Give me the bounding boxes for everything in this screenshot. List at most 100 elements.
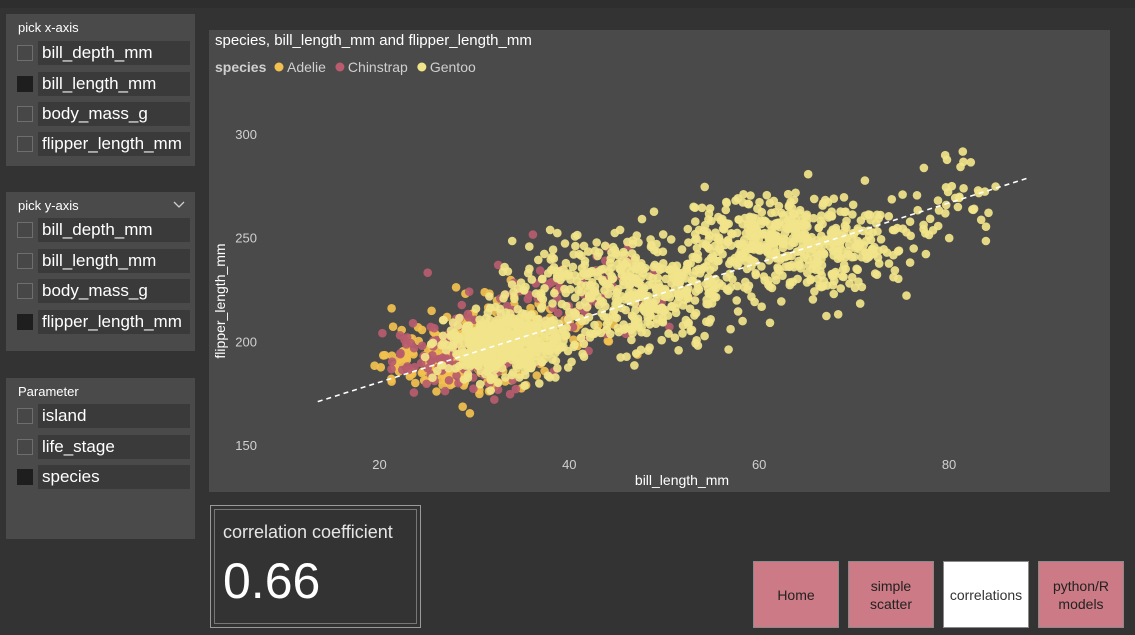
- data-point-gentoo: [704, 289, 713, 298]
- data-point-gentoo: [750, 221, 760, 230]
- param-option-species[interactable]: species: [17, 465, 195, 489]
- chevron-down-icon[interactable]: [173, 198, 185, 212]
- x-option-flipper-length[interactable]: flipper_length_mm: [17, 132, 195, 156]
- param-option-island[interactable]: island: [17, 404, 195, 428]
- data-point-gentoo: [581, 327, 590, 337]
- data-point-gentoo: [738, 239, 747, 248]
- data-point-gentoo: [685, 304, 695, 314]
- data-point-gentoo: [941, 200, 951, 210]
- data-point-gentoo: [777, 297, 786, 306]
- correlations-button[interactable]: correlations: [943, 561, 1029, 628]
- legend-label-gentoo: Gentoo: [430, 59, 476, 75]
- data-point-chinstrap: [440, 353, 450, 362]
- data-point-gentoo: [819, 198, 828, 208]
- data-point-gentoo: [909, 244, 918, 253]
- checkbox[interactable]: [17, 408, 33, 424]
- data-point-gentoo: [507, 370, 517, 380]
- data-point-gentoo: [596, 265, 606, 274]
- data-point-chinstrap: [395, 331, 405, 340]
- option-label: life_stage: [38, 435, 190, 459]
- data-point-gentoo: [898, 190, 907, 199]
- data-point-chinstrap: [493, 385, 503, 395]
- data-point-gentoo: [781, 218, 790, 228]
- data-point-gentoo: [751, 269, 760, 278]
- data-point-gentoo: [898, 224, 908, 233]
- y-option-bill-depth[interactable]: bill_depth_mm: [17, 218, 195, 242]
- checkbox[interactable]: [17, 76, 33, 92]
- home-button[interactable]: Home: [753, 561, 839, 628]
- data-point-gentoo: [661, 274, 671, 284]
- data-point-gentoo: [683, 259, 693, 269]
- data-point-gentoo: [665, 293, 675, 302]
- data-point-gentoo: [501, 328, 511, 337]
- checkbox[interactable]: [17, 222, 33, 238]
- checkbox[interactable]: [17, 469, 33, 485]
- y-option-flipper-length[interactable]: flipper_length_mm: [17, 310, 195, 334]
- data-point-gentoo: [981, 222, 991, 231]
- y-option-bill-length[interactable]: bill_length_mm: [17, 249, 195, 273]
- checkbox[interactable]: [17, 106, 33, 122]
- data-point-gentoo: [814, 223, 824, 232]
- data-point-gentoo: [600, 286, 609, 295]
- data-point-gentoo: [833, 310, 843, 319]
- data-point-gentoo: [634, 238, 643, 247]
- correlation-card: correlation coefficient 0.66: [210, 505, 421, 628]
- data-point-chinstrap: [505, 389, 515, 399]
- data-point-gentoo: [838, 272, 847, 281]
- data-point-gentoo: [543, 371, 553, 381]
- data-point-gentoo: [658, 230, 668, 239]
- data-point-gentoo: [767, 208, 776, 218]
- checkbox[interactable]: [17, 45, 33, 61]
- data-point-gentoo: [905, 217, 915, 226]
- x-tick-label: 80: [942, 457, 956, 472]
- option-label: flipper_length_mm: [38, 132, 190, 156]
- checkbox[interactable]: [17, 283, 33, 299]
- x-option-bill-depth[interactable]: bill_depth_mm: [17, 41, 195, 65]
- data-point-chinstrap: [502, 301, 512, 311]
- data-point-gentoo: [649, 207, 659, 216]
- data-point-gentoo: [788, 233, 798, 243]
- data-point-chinstrap: [464, 313, 474, 322]
- checkbox[interactable]: [17, 253, 33, 269]
- data-point-gentoo: [599, 312, 608, 321]
- data-point-chinstrap: [422, 379, 431, 389]
- checkbox[interactable]: [17, 439, 33, 455]
- param-option-life-stage[interactable]: life_stage: [17, 435, 195, 459]
- checkbox[interactable]: [17, 314, 33, 330]
- data-point-gentoo: [527, 340, 536, 349]
- plot-area: [317, 147, 1031, 418]
- scatter-chart-svg: species, bill_length_mm and flipper_leng…: [212, 32, 1031, 488]
- python-r-models-button[interactable]: python/R models: [1038, 561, 1124, 628]
- data-point-gentoo: [579, 339, 589, 349]
- y-axis-picker-title: pick y-axis: [18, 198, 79, 213]
- data-point-gentoo: [842, 216, 851, 226]
- data-point-gentoo: [802, 210, 812, 219]
- correlation-card-frame: [214, 509, 417, 624]
- data-point-gentoo: [568, 262, 578, 272]
- scatter-chart[interactable]: species, bill_length_mm and flipper_leng…: [209, 30, 1110, 492]
- data-point-adelie: [427, 306, 436, 316]
- data-point-gentoo: [594, 300, 604, 310]
- simple-scatter-button[interactable]: simple scatter: [848, 561, 934, 628]
- data-point-adelie: [526, 303, 535, 313]
- data-point-gentoo: [724, 345, 733, 354]
- data-point-gentoo: [704, 244, 714, 253]
- x-option-bill-length[interactable]: bill_length_mm: [17, 72, 195, 96]
- data-point-gentoo: [497, 363, 507, 373]
- data-point-gentoo: [795, 233, 805, 243]
- x-tick-label: 20: [372, 457, 386, 472]
- data-point-gentoo: [585, 333, 595, 342]
- data-point-gentoo: [584, 267, 594, 277]
- option-label: body_mass_g: [38, 279, 190, 303]
- data-point-gentoo: [465, 362, 475, 371]
- x-option-body-mass[interactable]: body_mass_g: [17, 102, 195, 126]
- data-point-gentoo: [674, 346, 683, 355]
- data-point-gentoo: [959, 184, 968, 193]
- data-point-gentoo: [540, 284, 549, 293]
- data-point-gentoo: [719, 219, 729, 228]
- data-point-gentoo: [548, 299, 557, 308]
- data-point-gentoo: [428, 338, 438, 348]
- checkbox[interactable]: [17, 136, 33, 152]
- y-option-body-mass[interactable]: body_mass_g: [17, 279, 195, 303]
- data-point-chinstrap: [444, 376, 454, 385]
